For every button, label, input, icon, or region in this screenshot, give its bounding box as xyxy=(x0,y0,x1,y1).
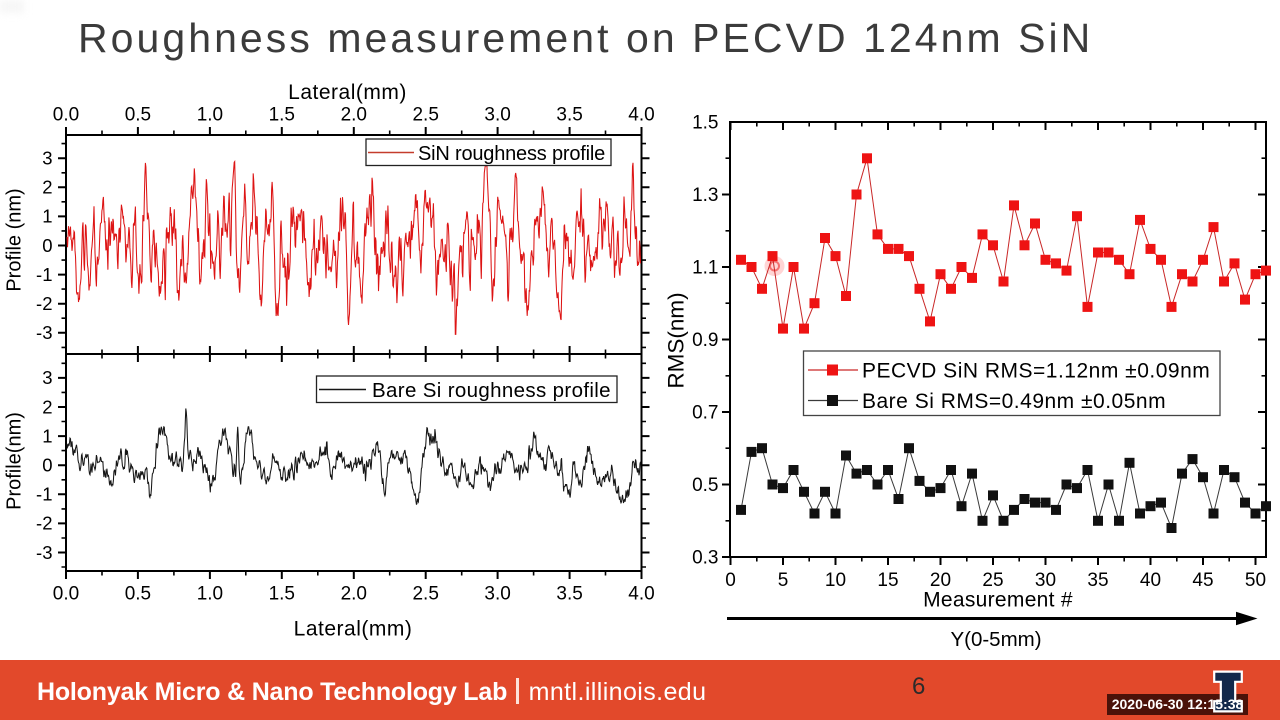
svg-text:1: 1 xyxy=(42,206,52,227)
svg-text:1.5: 1.5 xyxy=(269,105,295,126)
svg-text:0.5: 0.5 xyxy=(125,105,151,126)
svg-text:2: 2 xyxy=(42,177,52,198)
svg-text:Profile(nm): Profile(nm) xyxy=(4,412,26,510)
svg-text:2.0: 2.0 xyxy=(341,105,367,126)
svg-text:50: 50 xyxy=(1245,570,1266,591)
svg-text:1.3: 1.3 xyxy=(692,185,718,206)
svg-text:15: 15 xyxy=(877,570,898,591)
svg-text:0.5: 0.5 xyxy=(125,584,151,605)
svg-text:SiN roughness profile: SiN roughness profile xyxy=(418,143,605,165)
svg-text:0: 0 xyxy=(42,235,52,256)
svg-text:20: 20 xyxy=(930,570,951,591)
svg-text:-2: -2 xyxy=(36,293,52,314)
svg-text:1.1: 1.1 xyxy=(692,257,718,278)
svg-text:0.0: 0.0 xyxy=(53,584,79,605)
svg-text:1: 1 xyxy=(42,425,52,446)
svg-text:-3: -3 xyxy=(36,322,52,343)
svg-text:2.5: 2.5 xyxy=(412,105,438,126)
svg-text:-1: -1 xyxy=(36,484,52,505)
svg-text:3.0: 3.0 xyxy=(484,584,510,605)
svg-text:Profile (nm): Profile (nm) xyxy=(4,188,26,291)
svg-text:0: 0 xyxy=(725,570,736,591)
svg-text:3.0: 3.0 xyxy=(484,105,510,126)
svg-text:Bare Si RMS=0.49nm ±0.05nm: Bare Si RMS=0.49nm ±0.05nm xyxy=(862,390,1166,413)
svg-text:0.9: 0.9 xyxy=(692,330,718,351)
svg-text:30: 30 xyxy=(1035,570,1056,591)
svg-text:4.0: 4.0 xyxy=(628,105,654,126)
svg-text:3.5: 3.5 xyxy=(556,105,582,126)
svg-text:45: 45 xyxy=(1192,570,1213,591)
svg-text:Lateral(mm): Lateral(mm) xyxy=(288,81,407,104)
svg-text:0: 0 xyxy=(42,455,52,476)
svg-text:Lateral(mm): Lateral(mm) xyxy=(294,618,413,641)
svg-text:0.0: 0.0 xyxy=(53,105,79,126)
svg-text:3: 3 xyxy=(42,367,52,388)
svg-text:-3: -3 xyxy=(36,542,52,563)
svg-text:RMS(nm): RMS(nm) xyxy=(664,292,689,388)
svg-text:1.0: 1.0 xyxy=(197,584,223,605)
svg-text:0.7: 0.7 xyxy=(692,402,718,423)
svg-text:2: 2 xyxy=(42,396,52,417)
svg-text:3: 3 xyxy=(42,148,52,169)
svg-text:25: 25 xyxy=(982,570,1003,591)
svg-text:35: 35 xyxy=(1087,570,1108,591)
svg-text:Y(0-5mm): Y(0-5mm) xyxy=(950,628,1041,651)
svg-text:10: 10 xyxy=(825,570,846,591)
svg-text:0.5: 0.5 xyxy=(692,475,718,496)
svg-text:4.0: 4.0 xyxy=(628,584,654,605)
svg-text:1.5: 1.5 xyxy=(692,112,718,133)
svg-text:PECVD SiN RMS=1.12nm ±0.09nm: PECVD SiN RMS=1.12nm ±0.09nm xyxy=(862,360,1210,383)
svg-text:40: 40 xyxy=(1140,570,1161,591)
svg-text:3.5: 3.5 xyxy=(556,584,582,605)
svg-text:Bare Si roughness profile: Bare Si roughness profile xyxy=(372,379,611,402)
svg-text:1.0: 1.0 xyxy=(197,105,223,126)
svg-text:0.3: 0.3 xyxy=(692,547,718,568)
svg-text:-1: -1 xyxy=(36,264,52,285)
svg-text:5: 5 xyxy=(778,570,789,591)
svg-text:-2: -2 xyxy=(36,513,52,534)
svg-text:1.5: 1.5 xyxy=(269,584,295,605)
svg-text:Measurement #: Measurement # xyxy=(923,589,1073,612)
svg-text:2.0: 2.0 xyxy=(341,584,367,605)
svg-text:2.5: 2.5 xyxy=(412,584,438,605)
